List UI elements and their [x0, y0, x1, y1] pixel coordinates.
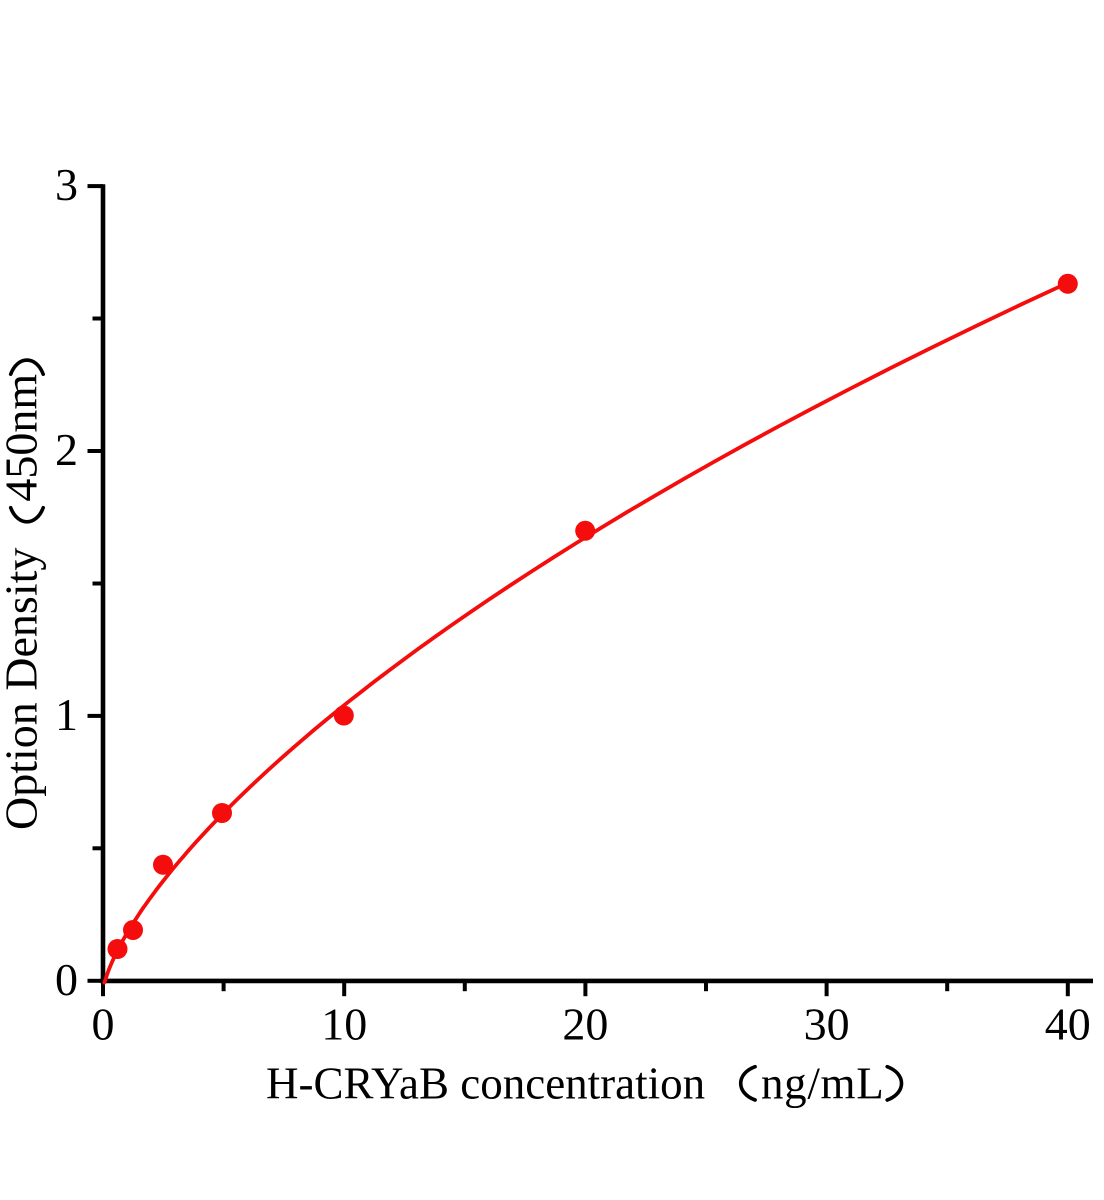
- svg-text:10: 10: [321, 999, 367, 1050]
- svg-text:0: 0: [92, 999, 115, 1050]
- svg-text:3: 3: [55, 159, 78, 210]
- svg-text:450nm: 450nm: [0, 374, 47, 502]
- svg-text:30: 30: [804, 999, 850, 1050]
- svg-text:20: 20: [562, 999, 608, 1050]
- svg-text:40: 40: [1045, 999, 1091, 1050]
- svg-text:H-CRYaB concentration: H-CRYaB concentration: [266, 1059, 705, 1109]
- svg-text:1: 1: [55, 689, 78, 740]
- svg-text:Option Density: Option Density: [0, 548, 47, 830]
- svg-text:ng/mL: ng/mL: [761, 1059, 884, 1109]
- svg-text:2: 2: [55, 424, 78, 475]
- svg-text:0: 0: [55, 954, 78, 1005]
